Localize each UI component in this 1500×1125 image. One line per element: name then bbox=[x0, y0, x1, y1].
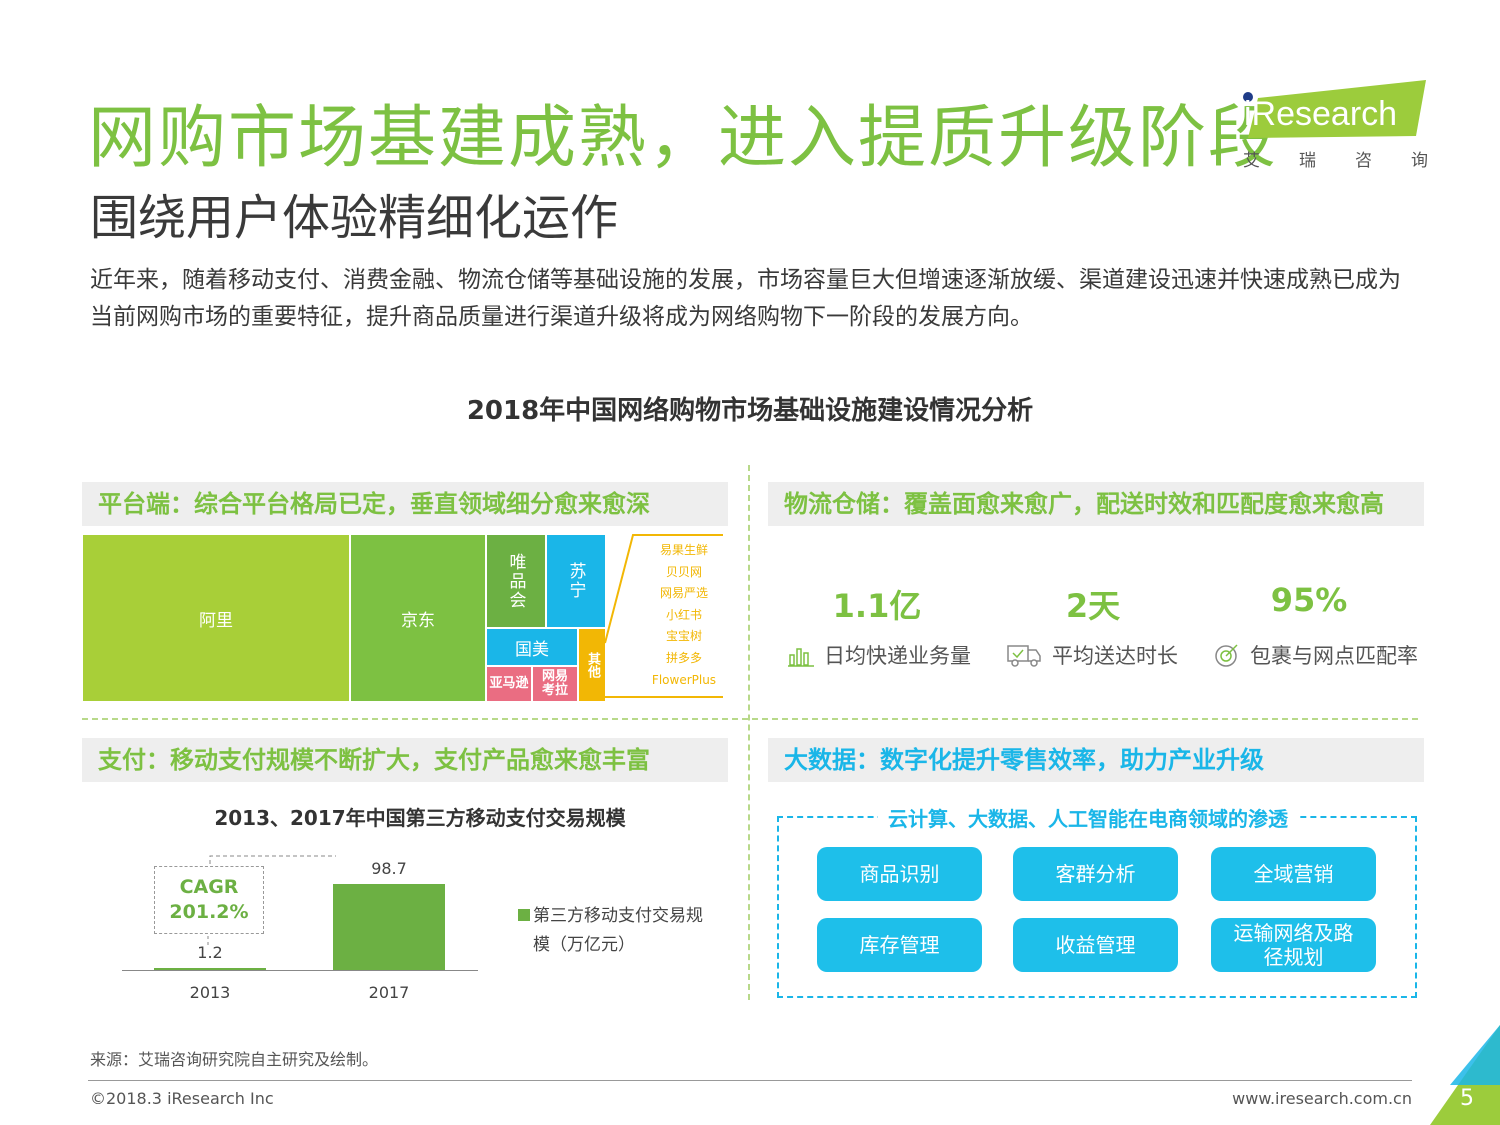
source-note: 来源：艾瑞咨询研究院自主研究及绘制。 bbox=[90, 1050, 379, 1069]
bigdata-item-product-recognition: 商品识别 bbox=[817, 847, 982, 901]
x-tick-label-2017: 2017 bbox=[368, 983, 410, 1002]
bigdata-caption: 云计算、大数据、人工智能在电商领域的渗透 bbox=[878, 803, 1298, 832]
logo-chinese-text: 艾 瑞 咨 询 bbox=[1243, 151, 1428, 171]
x-tick-label-2013: 2013 bbox=[189, 983, 231, 1002]
intro-paragraph: 近年来，随着移动支付、消费金融、物流仓储等基础设施的发展，市场容量巨大但增速逐渐… bbox=[90, 267, 1401, 330]
platform-heading: 平台端：综合平台格局已定，垂直领域细分愈来愈深 bbox=[82, 482, 728, 526]
footer-divider bbox=[88, 1080, 1412, 1081]
stat-label-delivery: 平均送达时长 bbox=[1006, 640, 1178, 670]
list-item: 网易严选 bbox=[659, 586, 708, 601]
horizontal-divider bbox=[82, 718, 1418, 720]
bigdata-item-customer-analysis: 客群分析 bbox=[1013, 847, 1178, 901]
page-number: 5 bbox=[1460, 1086, 1474, 1111]
bar-2013 bbox=[154, 968, 266, 970]
stat-value-match: 95% bbox=[1270, 581, 1348, 619]
bigdata-heading: 大数据：数字化提升零售效率，助力产业升级 bbox=[768, 738, 1424, 782]
cagr-label: CAGR bbox=[179, 876, 239, 898]
others-list: 易果生鲜 贝贝网 网易严选 小红书 宝宝树 拼多多 FlowerPlus bbox=[648, 540, 720, 691]
list-item: 贝贝网 bbox=[665, 564, 702, 579]
others-bracket bbox=[604, 534, 723, 698]
list-item: 宝宝树 bbox=[665, 629, 702, 644]
cagr-value: 201.2% bbox=[169, 901, 249, 923]
list-item: FlowerPlus bbox=[651, 672, 717, 687]
website-link[interactable]: www.iresearch.com.cn bbox=[1232, 1089, 1412, 1108]
delivery-truck-icon bbox=[1007, 645, 1041, 667]
treemap-amazon: 亚马逊 bbox=[487, 667, 531, 701]
page-title: 网购市场基建成熟，进入提质升级阶段 bbox=[88, 99, 1279, 178]
payment-chart-title: 2013、2017年中国第三方移动支付交易规模 bbox=[214, 806, 626, 830]
data-label-2013: 1.2 bbox=[197, 943, 223, 962]
bigdata-item-omnichannel-marketing: 全域营销 bbox=[1211, 847, 1376, 901]
bar-chart-icon bbox=[788, 648, 814, 667]
treemap-jd: 京东 bbox=[351, 535, 485, 701]
treemap-gome: 国美 bbox=[487, 629, 577, 665]
cagr-connector bbox=[207, 855, 336, 946]
iresearch-logo: iResearch bbox=[1243, 80, 1426, 138]
legend-label: 第三方移动支付交易规模（万亿元） bbox=[533, 906, 703, 955]
chart-title: 2018年中国网络购物市场基础设施建设情况分析 bbox=[466, 396, 1034, 426]
treemap-others: 其他 bbox=[579, 629, 605, 701]
x-axis-line bbox=[122, 970, 478, 971]
vertical-divider bbox=[748, 465, 750, 1000]
stat-value-volume: 1.1亿 bbox=[832, 587, 922, 625]
corner-decoration bbox=[1430, 1025, 1500, 1125]
list-item: 拼多多 bbox=[665, 650, 702, 665]
svg-text:iResearch: iResearch bbox=[1244, 95, 1397, 133]
list-item: 易果生鲜 bbox=[659, 543, 708, 557]
copyright: ©2018.3 iResearch Inc bbox=[90, 1089, 274, 1108]
target-icon bbox=[1215, 644, 1238, 667]
stat-label-match: 包裹与网点匹配率 bbox=[1214, 640, 1418, 670]
stat-value-delivery: 2天 bbox=[1065, 587, 1121, 625]
data-label-2017: 98.7 bbox=[371, 859, 407, 878]
treemap-vip: 唯品会 bbox=[487, 535, 545, 627]
legend-swatch bbox=[518, 909, 530, 921]
logistics-heading: 物流仓储：覆盖面愈来愈广，配送时效和匹配度愈来愈高 bbox=[768, 482, 1424, 526]
page-subtitle: 围绕用户体验精细化运作 bbox=[90, 190, 619, 246]
list-item: 小红书 bbox=[665, 607, 702, 622]
bigdata-item-inventory: 库存管理 bbox=[817, 918, 982, 972]
bigdata-item-transport-planning: 运输网络及路径规划 bbox=[1211, 918, 1376, 972]
treemap-netease-kaola: 网易考拉 bbox=[533, 667, 577, 701]
stat-label-volume: 日均快递业务量 bbox=[788, 640, 971, 670]
bigdata-item-revenue: 收益管理 bbox=[1013, 918, 1178, 972]
treemap-ali: 阿里 bbox=[83, 535, 349, 701]
bar-2017 bbox=[333, 884, 445, 970]
treemap-suning: 苏宁 bbox=[547, 535, 605, 627]
payment-heading: 支付：移动支付规模不断扩大，支付产品愈来愈丰富 bbox=[82, 738, 728, 782]
cagr-box bbox=[154, 866, 264, 934]
